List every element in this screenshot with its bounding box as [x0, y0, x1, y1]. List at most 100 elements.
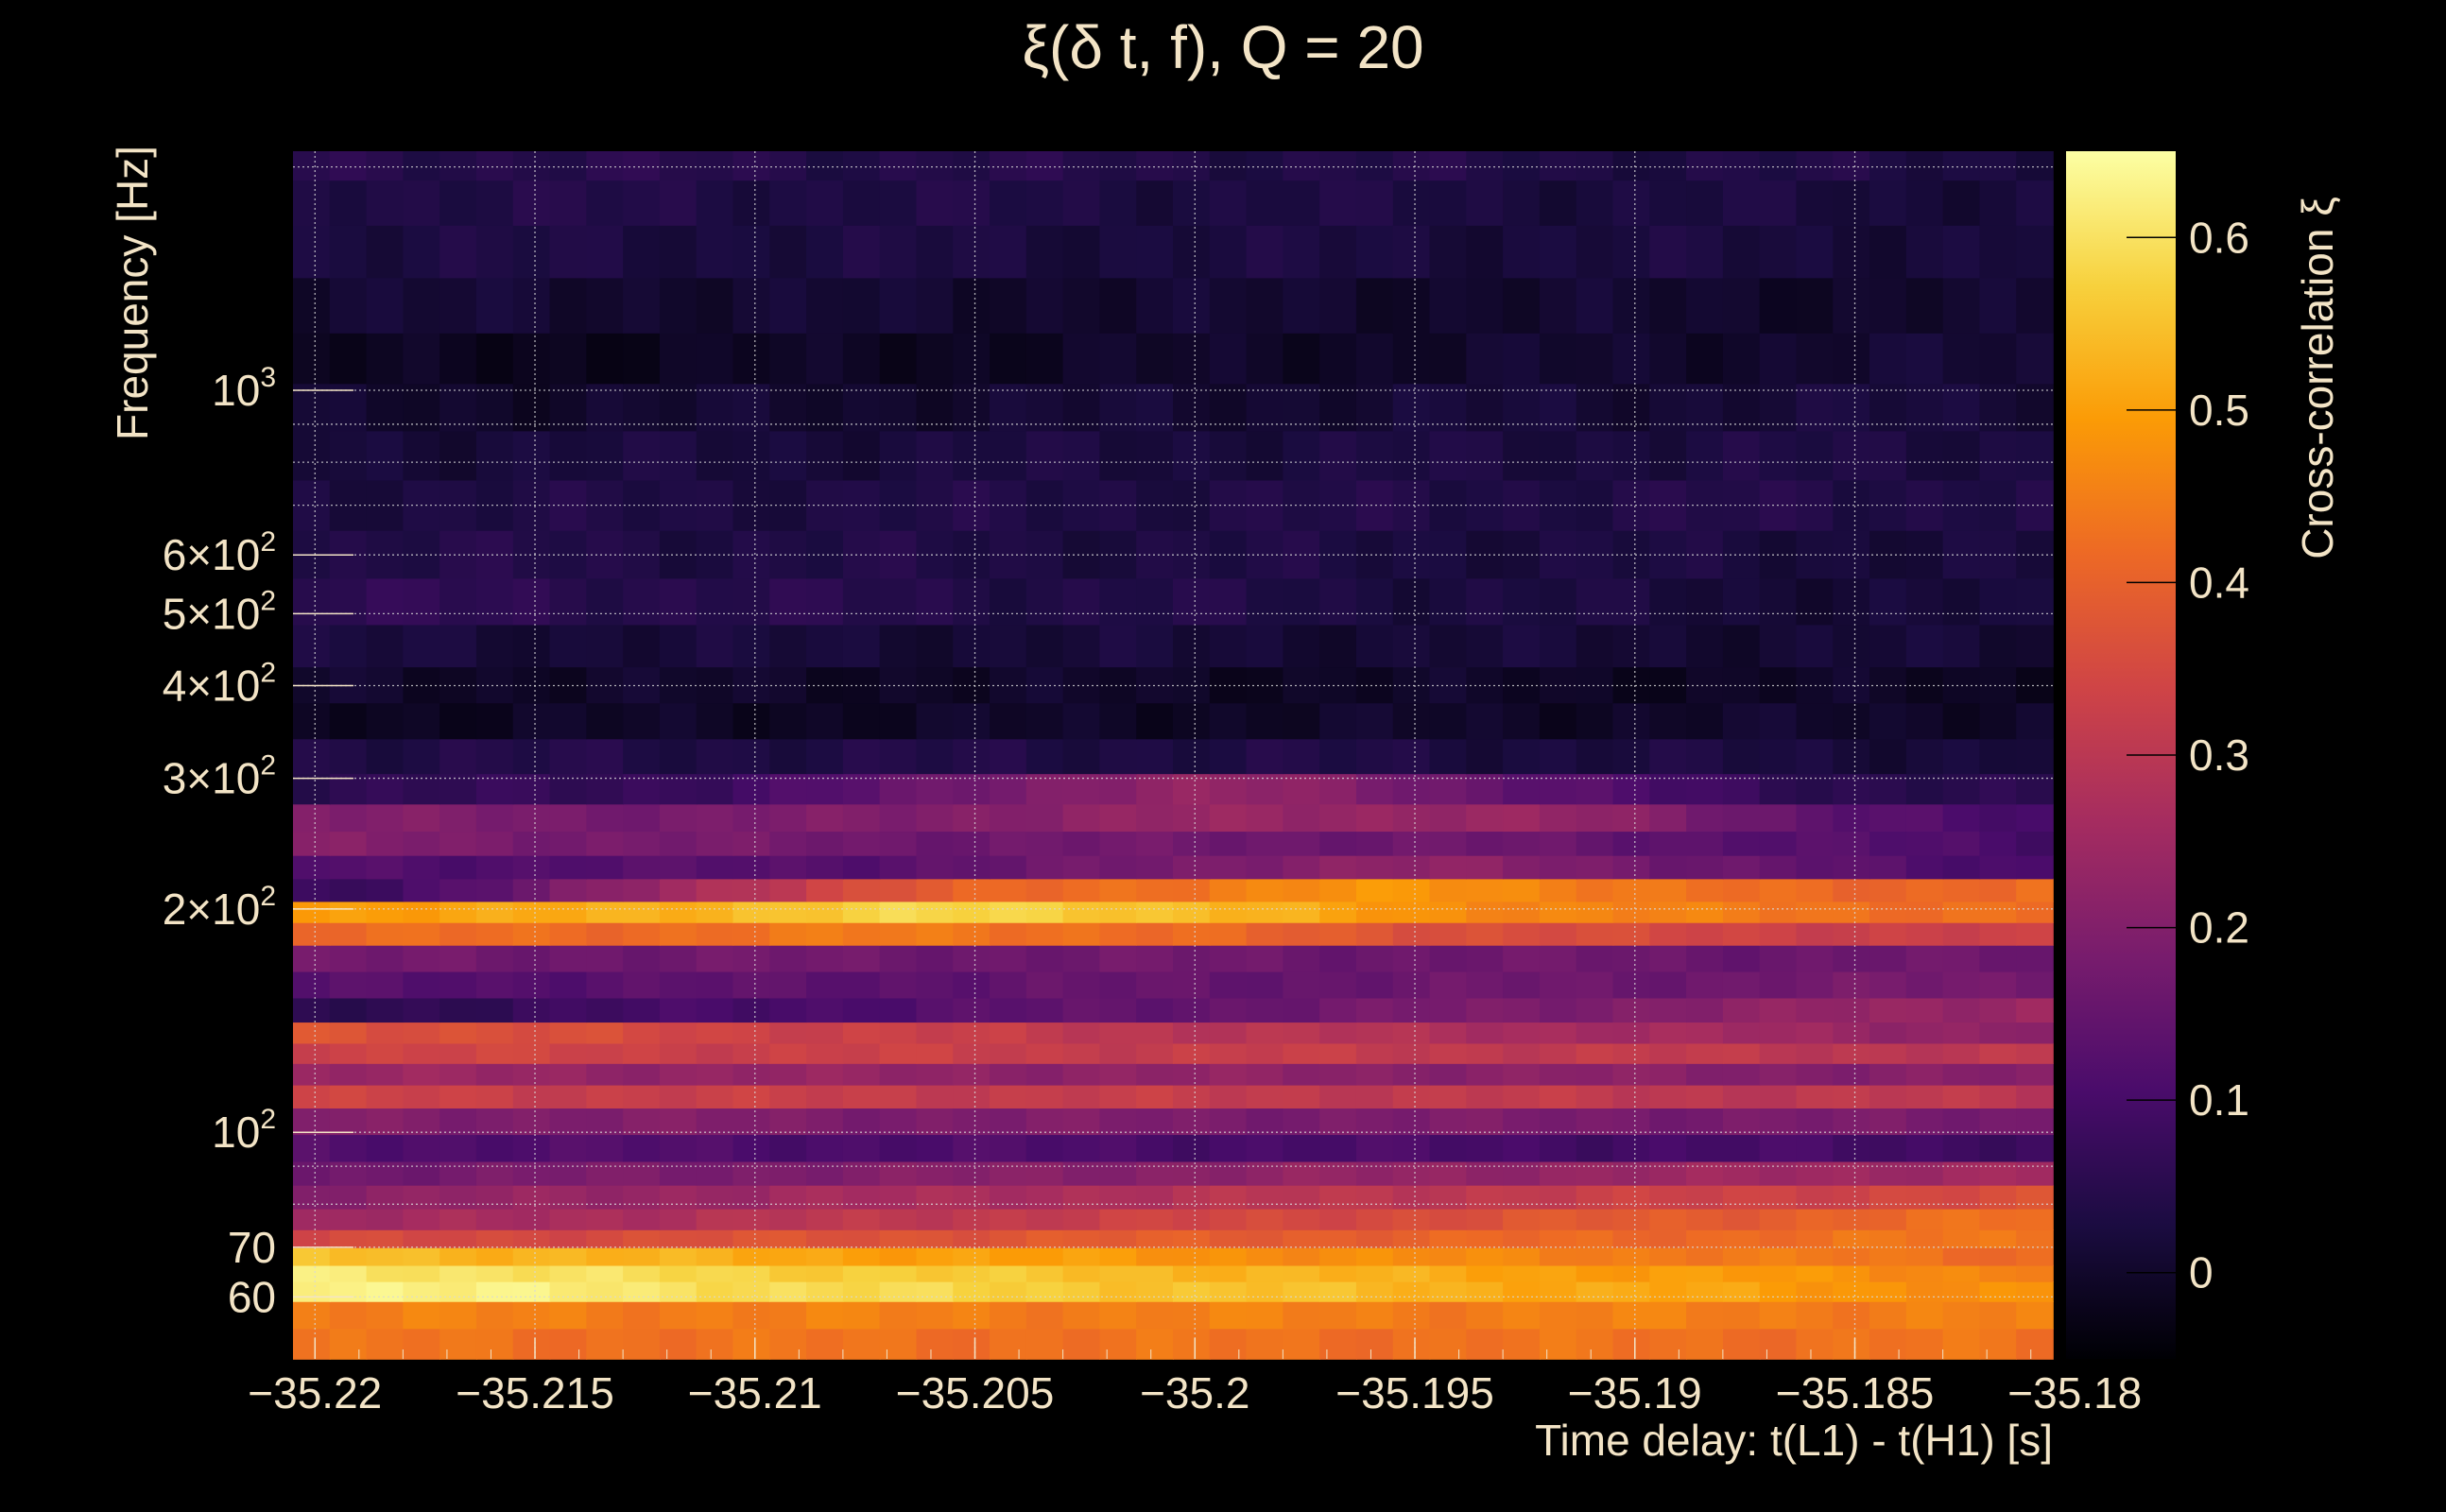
heatmap-cell [953, 1134, 990, 1162]
heatmap-cell [1466, 944, 1504, 972]
heatmap-cell [1759, 831, 1798, 856]
heatmap-cell [1025, 1063, 1064, 1086]
heatmap-cell [1796, 1264, 1834, 1282]
heatmap-cell [1355, 1208, 1394, 1230]
heatmap-cell [1209, 1246, 1248, 1266]
heatmap-cell [1905, 702, 1944, 740]
heatmap-cell [1796, 180, 1834, 226]
heatmap-cell [549, 1246, 588, 1266]
heatmap-cell [953, 1280, 990, 1302]
heatmap-cell [1979, 1063, 2018, 1086]
heatmap-cell [1429, 277, 1468, 334]
heatmap-cell [769, 430, 807, 481]
heatmap-cell [403, 1108, 440, 1136]
heatmap-cell [1686, 1246, 1724, 1266]
heatmap-cell [1796, 1300, 1834, 1330]
heatmap-cell [659, 1063, 698, 1086]
heatmap-cell [1246, 225, 1284, 279]
heatmap-cell [1355, 1108, 1394, 1136]
heatmap-cell [1355, 151, 1394, 181]
heatmap-cell [1503, 1184, 1541, 1210]
heatmap-cell [953, 1022, 990, 1044]
heatmap-cell [1686, 1264, 1724, 1282]
heatmap-cell [806, 738, 844, 775]
heatmap-cell [1649, 1022, 1687, 1044]
heatmap-cell [1649, 666, 1687, 704]
heatmap-cell [1355, 1134, 1394, 1162]
heatmap-cell [1722, 1022, 1761, 1044]
heatmap-cell [586, 151, 624, 181]
heatmap-cell [1392, 1042, 1431, 1064]
heatmap-cell [329, 1300, 368, 1330]
heatmap-cell [329, 1084, 368, 1108]
heatmap-cell [1392, 1184, 1431, 1210]
heatmap-cell [953, 1208, 990, 1230]
heatmap-cell [586, 1042, 624, 1064]
heatmap-cell [403, 1160, 440, 1186]
heatmap-cell [769, 1264, 807, 1282]
heatmap-cell [1686, 277, 1724, 334]
heatmap-cell [1649, 971, 1687, 999]
heatmap-cell [586, 1134, 624, 1162]
heatmap-cell [1062, 1208, 1101, 1230]
heatmap-cell [1246, 1280, 1284, 1302]
heatmap-cell [586, 831, 624, 856]
heatmap-cell [439, 901, 477, 923]
heatmap-cell [1025, 624, 1064, 668]
heatmap-cell [769, 624, 807, 668]
heatmap-cell [1025, 1280, 1064, 1302]
heatmap-cell [1686, 702, 1724, 740]
y-tick-label: 6×102 [163, 526, 276, 579]
heatmap-cell [1319, 1264, 1357, 1282]
heatmap-cell [2016, 1084, 2054, 1108]
heatmap-cell [1759, 1208, 1798, 1230]
heatmap-cell [1869, 277, 1907, 334]
heatmap-cell [403, 383, 440, 432]
heatmap-cell [1759, 577, 1798, 626]
heatmap-cell [586, 878, 624, 902]
y-tick-label: 5×102 [163, 585, 276, 638]
heatmap-cell [806, 803, 844, 833]
heatmap-cell [475, 479, 514, 531]
heatmap-cell [1576, 577, 1614, 626]
heatmap-cell [953, 1184, 990, 1210]
heatmap-cell [916, 854, 955, 880]
heatmap-cell [1686, 803, 1724, 833]
heatmap-cell [1539, 921, 1577, 946]
heatmap-cell [1209, 666, 1248, 704]
heatmap-cell [696, 1063, 734, 1086]
heatmap-cell [586, 1246, 624, 1266]
heatmap-cell [1869, 180, 1907, 226]
heatmap-cell [1319, 1208, 1357, 1230]
heatmap-cell [916, 1246, 955, 1266]
heatmap-cell [439, 1108, 477, 1136]
heatmap-cell [1025, 430, 1064, 481]
heatmap-cell [1649, 1280, 1687, 1302]
heatmap-cell [990, 1246, 1027, 1266]
heatmap-cell [586, 1229, 624, 1248]
heatmap-cell [1355, 921, 1394, 946]
heatmap-cell [732, 1108, 771, 1136]
heatmap-cell [879, 921, 918, 946]
heatmap-cell [1833, 854, 1870, 880]
heatmap-cell [990, 944, 1027, 972]
heatmap-cell [990, 1084, 1027, 1108]
heatmap-cell [1649, 702, 1687, 740]
heatmap-cell [1576, 738, 1614, 775]
heatmap-cell [366, 1229, 405, 1248]
heatmap-cell [806, 1328, 844, 1360]
heatmap-cell [1429, 1208, 1468, 1230]
heatmap-cell [1136, 1280, 1174, 1302]
heatmap-cell [403, 333, 440, 385]
heatmap-cell [990, 624, 1027, 668]
heatmap-cell [1942, 1300, 1981, 1330]
heatmap-cell [329, 180, 368, 226]
heatmap-cell [1209, 151, 1248, 181]
heatmap-cell [1539, 383, 1577, 432]
heatmap-cell [696, 1160, 734, 1186]
heatmap-cell [953, 997, 990, 1023]
heatmap-cell [1612, 151, 1651, 181]
x-tick-label: −35.195 [1335, 1368, 1494, 1418]
heatmap-cell [1979, 702, 2018, 740]
heatmap-cell [1649, 577, 1687, 626]
